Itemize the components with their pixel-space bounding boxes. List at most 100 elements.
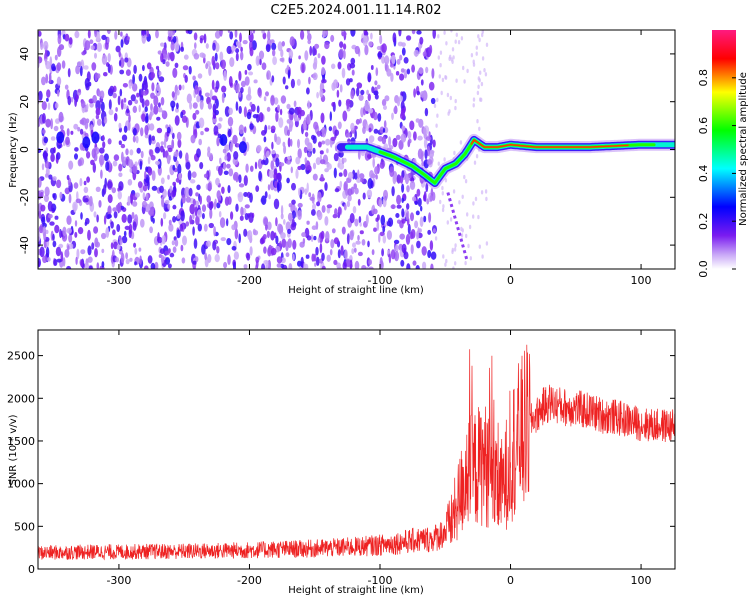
noise-speck (280, 232, 286, 240)
noise-speck (244, 76, 250, 86)
noise-speck (416, 30, 422, 35)
noise-speck (463, 79, 466, 84)
noise-speck (98, 200, 102, 208)
noise-speck (101, 248, 105, 254)
spectrogram-y-tick-label: -20 (18, 188, 31, 206)
noise-speck (178, 172, 182, 181)
noise-speck (107, 138, 112, 145)
noise-speck (240, 46, 243, 53)
noise-speck (267, 30, 271, 41)
noise-speck (419, 216, 424, 228)
noise-speck (212, 117, 217, 124)
noise-speck (376, 220, 380, 232)
noise-speck (282, 141, 286, 147)
noise-speck (172, 181, 176, 186)
noise-speck (249, 47, 254, 57)
noise-speck (480, 97, 483, 103)
noise-speck (381, 136, 387, 145)
noise-speck (330, 34, 335, 43)
noise-speck (160, 177, 165, 185)
noise-speck (77, 227, 84, 235)
noise-speck (127, 214, 133, 224)
noise-speck (160, 53, 164, 63)
noise-speck (132, 83, 138, 92)
noise-speck (375, 174, 378, 180)
noise-speck (441, 191, 444, 196)
snr-y-tick-label: 2000 (7, 392, 35, 405)
noise-speck (103, 72, 108, 77)
noise-speck (333, 79, 339, 89)
snr-y-tick-label: 1000 (7, 478, 35, 491)
noise-speck (374, 80, 378, 86)
noise-speck (275, 235, 279, 245)
noise-speck (187, 170, 192, 181)
noise-speck (177, 139, 182, 148)
noise-speck (302, 119, 308, 131)
noise-speck (396, 194, 402, 205)
noise-speck (412, 260, 417, 266)
noise-speck (227, 30, 231, 33)
noise-speck (157, 68, 160, 79)
noise-speck (42, 150, 48, 161)
noise-speck (239, 32, 242, 43)
noise-speck (80, 100, 86, 109)
noise-speck (132, 221, 137, 231)
noise-speck (50, 153, 55, 162)
noise-speck (74, 220, 78, 227)
noise-speck (61, 60, 66, 69)
noise-speck (123, 125, 128, 133)
noise-speck (149, 226, 154, 234)
noise-speck (422, 127, 427, 137)
noise-speck (371, 86, 375, 94)
spectrogram-y-label: Frequency (Hz) (8, 112, 19, 188)
colorbar-tick-label: 0.4 (697, 165, 710, 183)
noise-speck (261, 263, 266, 269)
noise-speck (103, 215, 107, 225)
noise-speck (118, 50, 121, 58)
noise-speck (38, 177, 42, 188)
noise-speck (223, 261, 228, 269)
noise-speck (478, 78, 481, 83)
noise-speck (278, 162, 285, 167)
noise-speck (365, 123, 369, 132)
noise-speck (480, 81, 484, 87)
noise-speck (458, 200, 461, 205)
noise-speck (419, 91, 426, 98)
noise-speck (221, 186, 225, 194)
noise-speck (174, 115, 180, 126)
noise-speck (477, 34, 480, 39)
noise-speck (333, 152, 339, 162)
noise-speck (477, 214, 480, 220)
noise-speck (346, 233, 350, 245)
noise-speck (464, 260, 467, 266)
noise-speck (42, 255, 48, 264)
noise-speck (423, 138, 428, 149)
noise-speck (108, 99, 112, 110)
noise-speck (329, 249, 333, 256)
noise-speck (132, 163, 138, 174)
noise-speck (185, 152, 189, 163)
noise-speck (407, 131, 412, 139)
noise-speck (317, 211, 323, 221)
noise-speck (189, 203, 195, 215)
noise-speck (406, 68, 411, 75)
noise-speck (157, 102, 161, 108)
noise-speck (191, 171, 197, 178)
noise-speck (401, 42, 406, 47)
noise-speck (430, 251, 437, 260)
noise-speck (59, 228, 62, 239)
noise-speck (297, 209, 302, 221)
noise-speck (365, 214, 369, 225)
noise-speck (96, 262, 100, 269)
noise-speck (150, 154, 156, 161)
noise-speck (321, 79, 327, 84)
noise-speck (424, 149, 428, 160)
snr-x-tick-label: -300 (106, 574, 131, 587)
noise-speck (272, 56, 277, 66)
noise-speck (475, 154, 479, 159)
noise-speck (363, 30, 368, 36)
noise-speck (214, 198, 217, 206)
noise-speck (101, 34, 107, 41)
noise-speck (155, 160, 160, 165)
noise-speck (273, 97, 279, 105)
